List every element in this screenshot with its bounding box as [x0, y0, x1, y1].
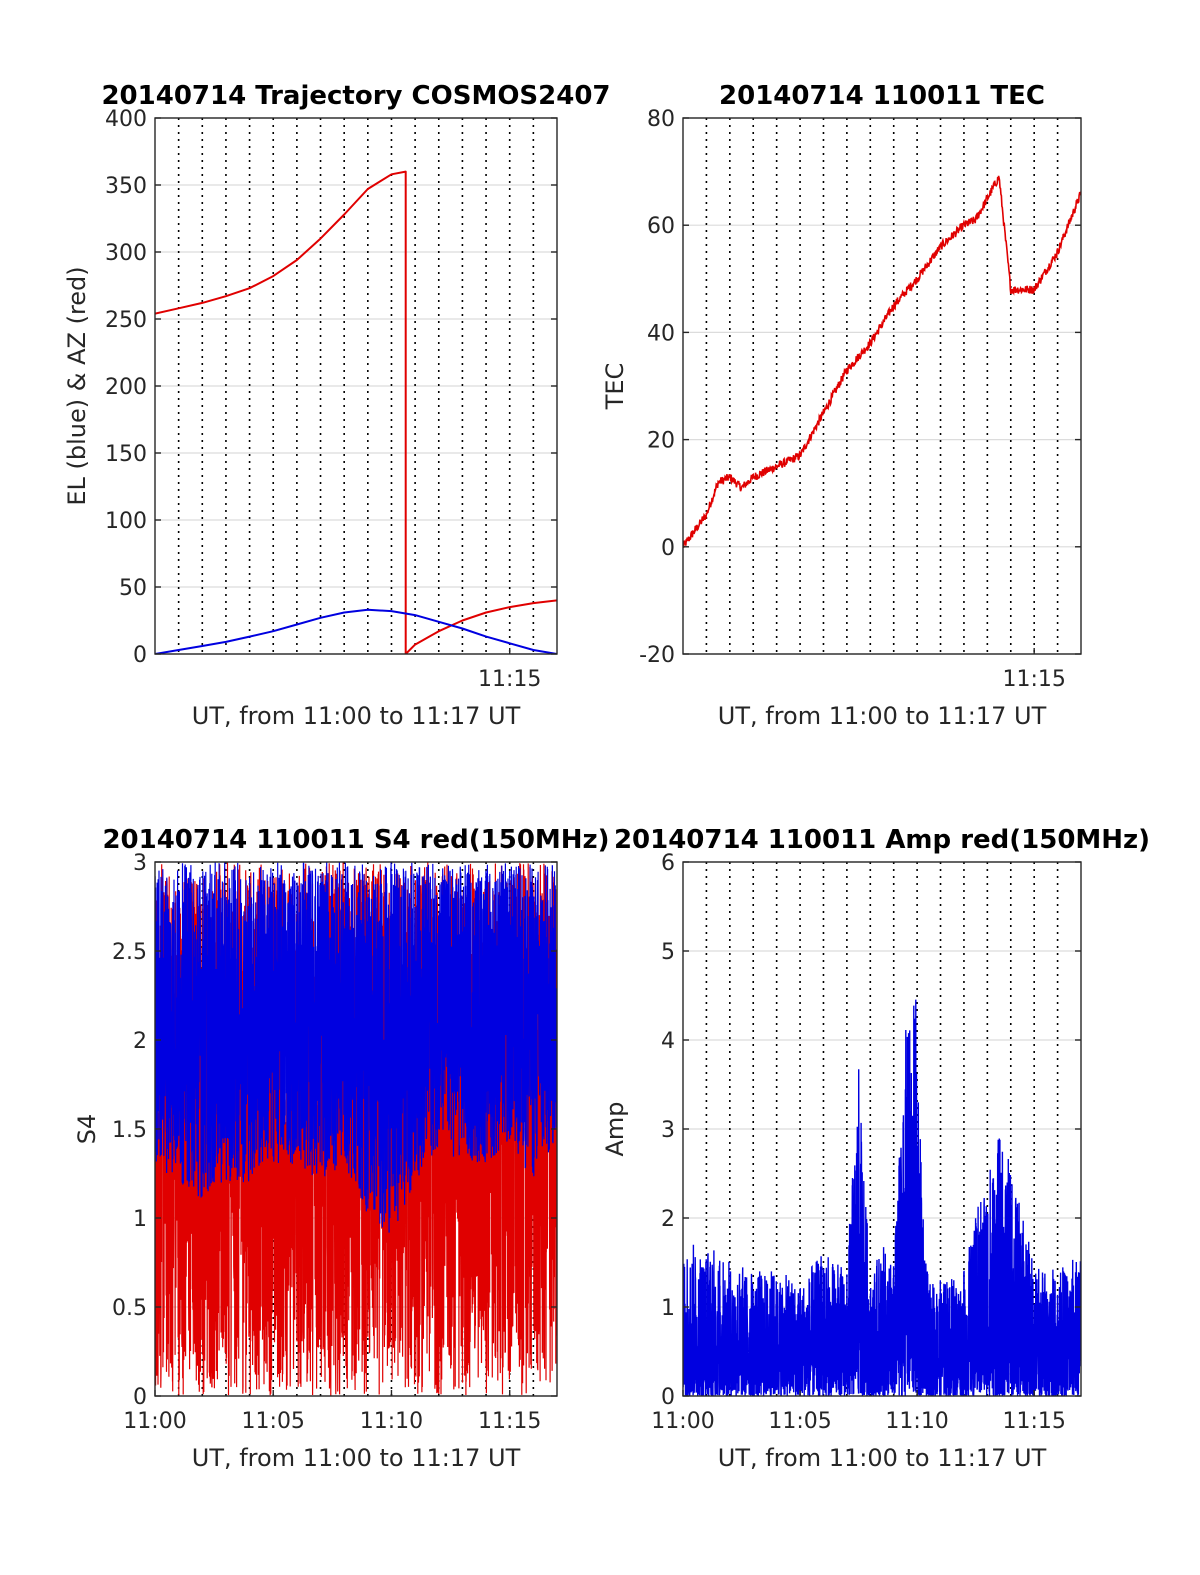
series-line: [155, 608, 557, 654]
y-tick-label: 4: [661, 1029, 675, 1054]
s4-panel: 0 0.5 1 1.5 2 2.5 3 11:00 11:05 11:10 11:15 2014071…: [73, 825, 610, 1472]
x-axis-label: UT, from 11:00 to 11:17 UT: [718, 702, 1047, 730]
y-tick-label: 0: [133, 643, 147, 668]
y-axis-label: Amp: [601, 1101, 629, 1156]
x-tick-label: 11:05: [768, 1409, 831, 1434]
series-line: [155, 862, 557, 1233]
x-axis-label: UT, from 11:00 to 11:17 UT: [718, 1444, 1047, 1472]
y-axis-label: TEC: [601, 363, 629, 411]
x-tick-label: 11:05: [242, 1409, 305, 1434]
y-tick-label: 40: [647, 321, 675, 346]
y-tick-label: 5: [661, 940, 675, 965]
y-axis-label: S4: [73, 1114, 101, 1145]
y-tick-label: 150: [105, 442, 147, 467]
y-tick-label: 0.5: [112, 1296, 147, 1321]
y-tick-label: 50: [119, 576, 147, 601]
x-tick-label: 11:10: [360, 1409, 423, 1434]
series-line: [155, 170, 557, 654]
y-axis-label: EL (blue) & AZ (red): [63, 266, 91, 505]
y-tick-label: -20: [639, 643, 675, 668]
tec-panel: -20 0 20 40 60 80 11:15 20140714 110011 TEC UT, …: [601, 81, 1082, 730]
x-tick-label: 11:15: [1002, 667, 1065, 692]
data-layer: [683, 999, 1081, 1396]
y-tick-label: 60: [647, 214, 675, 239]
y-tick-label: 2.5: [112, 940, 147, 965]
chart-title: 20140714 110011 TEC: [719, 81, 1045, 111]
y-tick-label: 2: [661, 1207, 675, 1232]
y-tick-label: 400: [105, 107, 147, 132]
plot-area: [683, 118, 1081, 654]
y-tick-label: 300: [105, 241, 147, 266]
y-tick-label: 6: [661, 851, 675, 876]
data-layer: [155, 862, 557, 1396]
data-layer: [155, 170, 557, 654]
data-layer: [683, 175, 1081, 548]
y-tick-label: 0: [661, 1385, 675, 1410]
x-tick-label: 11:15: [478, 1409, 541, 1434]
y-tick-label: 3: [661, 1118, 675, 1143]
y-tick-label: 1.5: [112, 1118, 147, 1143]
x-axis-label: UT, from 11:00 to 11:17 UT: [192, 702, 521, 730]
y-tick-label: 3: [133, 851, 147, 876]
y-tick-label: 1: [133, 1207, 147, 1232]
series-line: [683, 175, 1081, 548]
axes-box: [682, 117, 1082, 655]
chart-title: 20140714 Trajectory COSMOS2407: [101, 81, 610, 111]
amp-panel: 0 1 2 3 4 5 6 11:00 11:05 11:10 11:15 20140714 1100…: [601, 825, 1150, 1472]
y-tick-label: 100: [105, 509, 147, 534]
y-tick-label: 350: [105, 174, 147, 199]
x-tick-label: 11:15: [1002, 1409, 1065, 1434]
y-tick-label: 80: [647, 107, 675, 132]
y-tick-label: 20: [647, 429, 675, 454]
y-tick-label: 0: [133, 1385, 147, 1410]
y-tick-label: 2: [133, 1029, 147, 1054]
chart-title: 20140714 110011 Amp red(150MHz): [614, 825, 1150, 855]
series-line: [683, 999, 1081, 1396]
x-tick-label: 11:10: [885, 1409, 948, 1434]
x-tick-label: 11:15: [478, 667, 541, 692]
chart-title: 20140714 110011 S4 red(150MHz): [102, 825, 609, 855]
x-tick-label: 11:00: [651, 1409, 714, 1434]
x-tick-label: 11:00: [123, 1409, 186, 1434]
x-axis-label: UT, from 11:00 to 11:17 UT: [192, 1444, 521, 1472]
trajectory-panel: 0 50 100 150 200 250 300 350 400 11:15 20140714 Tr…: [63, 81, 611, 730]
y-tick-label: 200: [105, 375, 147, 400]
y-tick-label: 1: [661, 1296, 675, 1321]
y-tick-label: 0: [661, 536, 675, 561]
y-tick-label: 250: [105, 308, 147, 333]
